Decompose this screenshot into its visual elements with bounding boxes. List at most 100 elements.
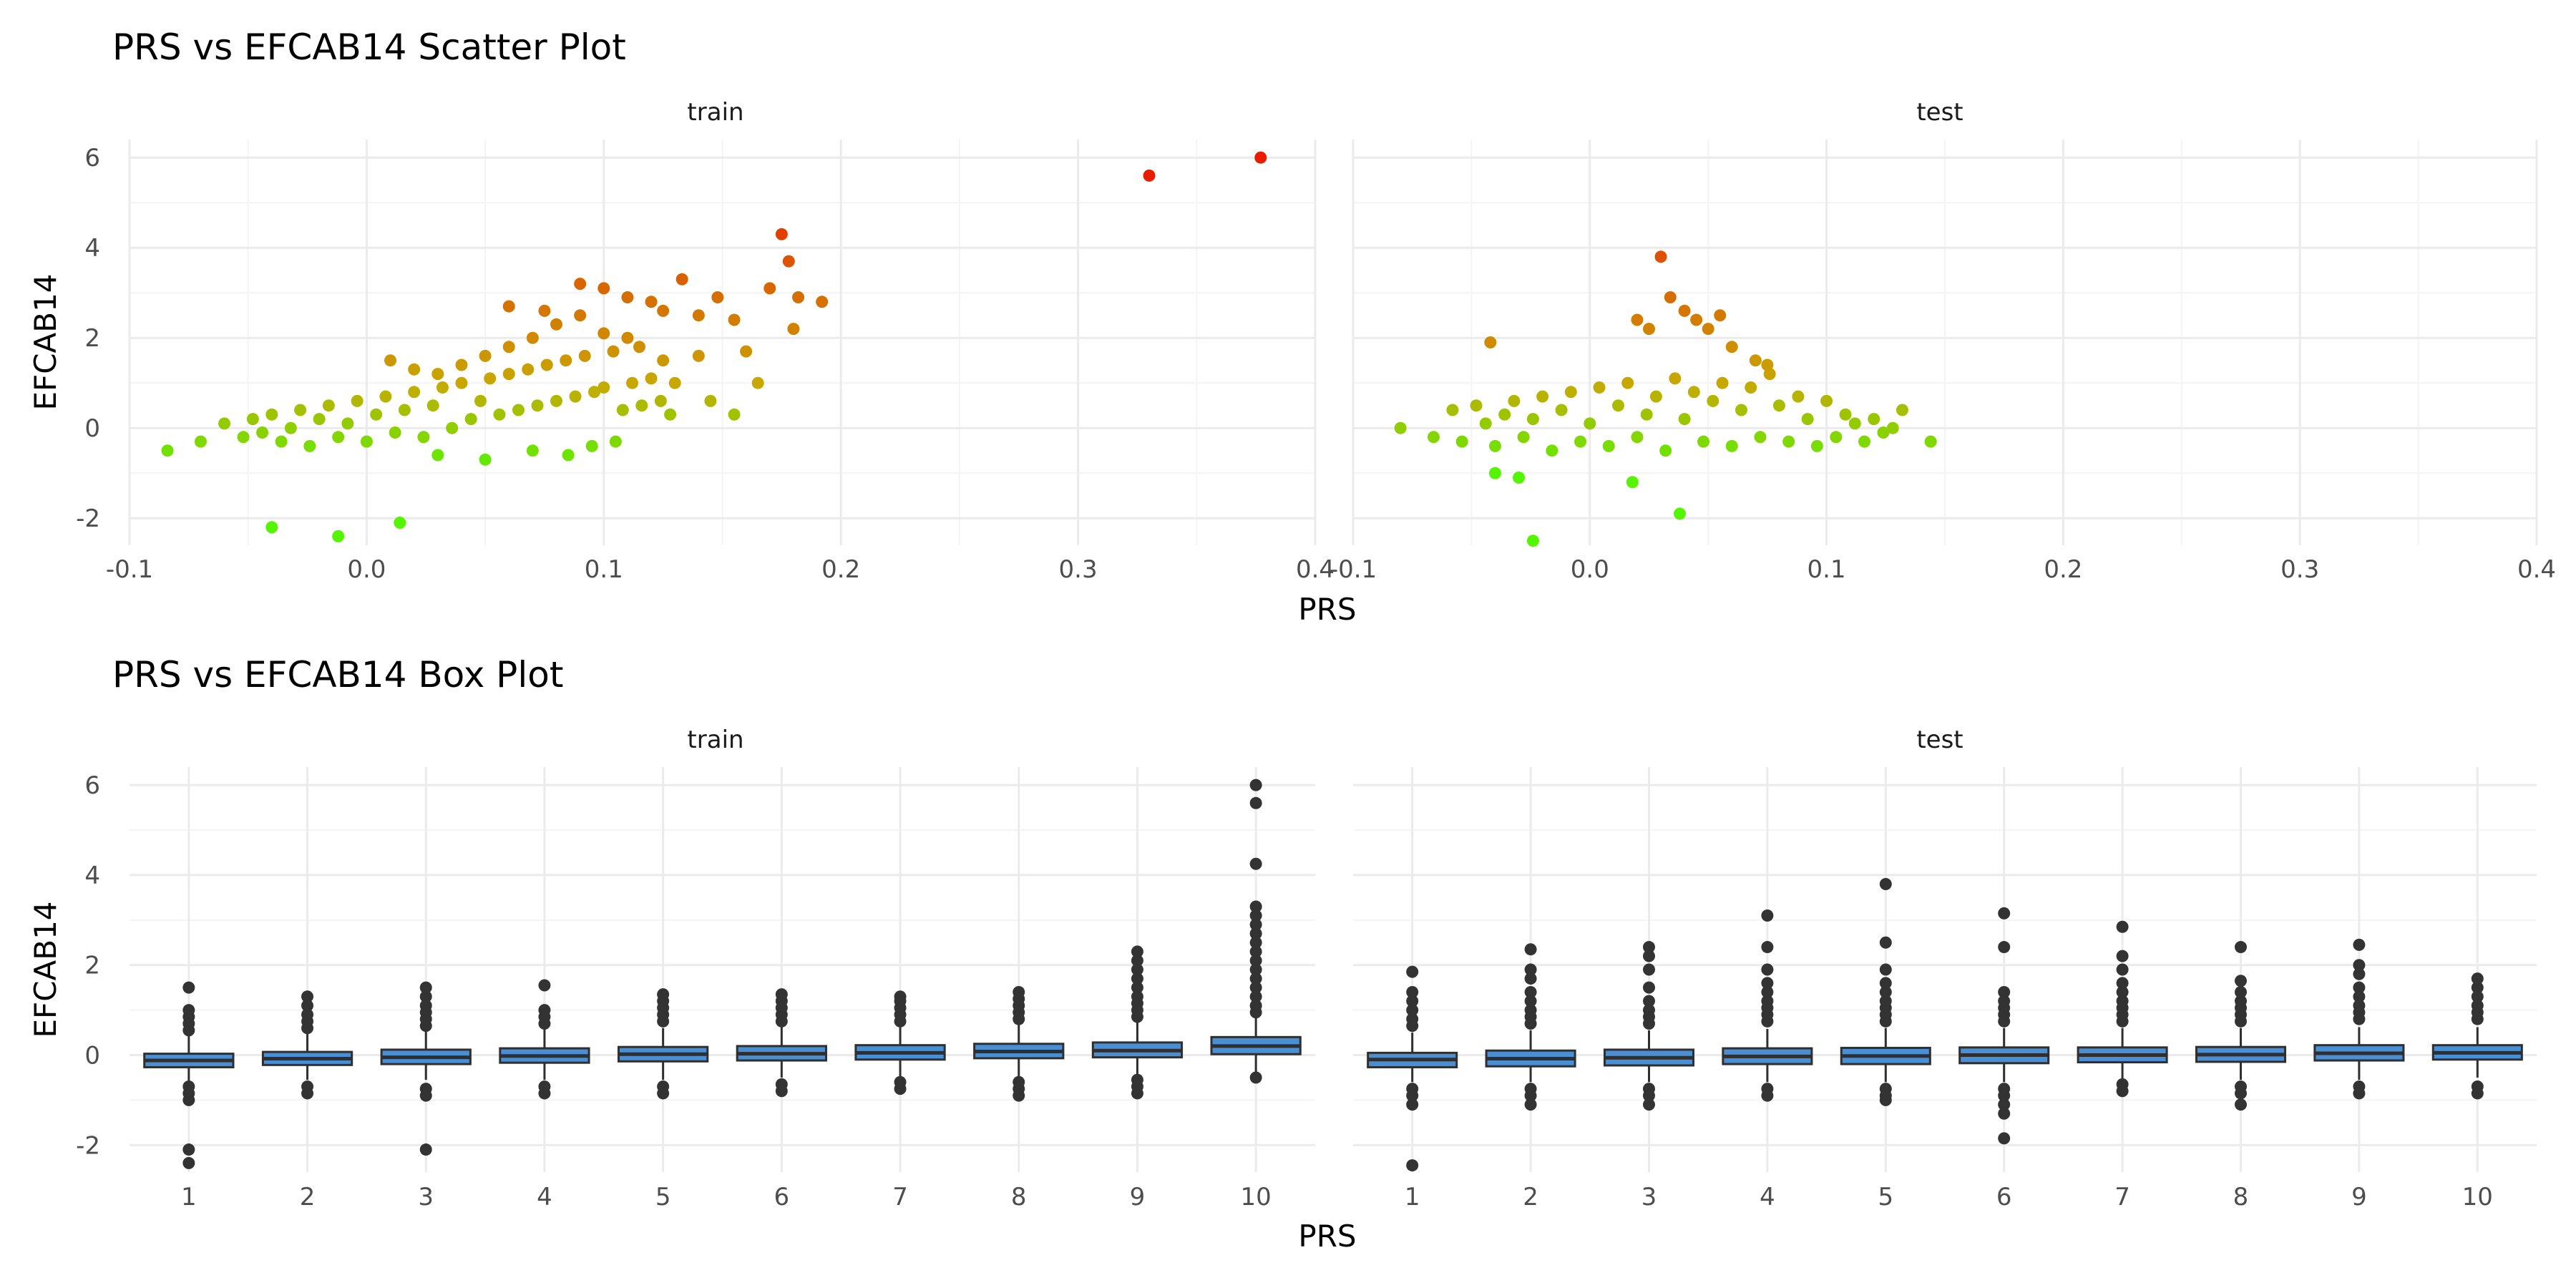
scatter-point — [675, 273, 688, 286]
scatter-point — [1526, 535, 1539, 547]
scatter-point — [502, 300, 515, 313]
scatter-point — [1714, 309, 1727, 322]
scatter-point — [1754, 431, 1767, 444]
scatter-y-tick-label: -2 — [76, 504, 100, 533]
box-outlier — [301, 1087, 314, 1100]
box-outlier — [1013, 985, 1025, 998]
scatter-point — [526, 331, 539, 344]
box-outlier — [1013, 1089, 1025, 1102]
box-outlier — [1406, 1089, 1419, 1102]
box-outlier — [1761, 963, 1774, 976]
scatter-point — [502, 341, 515, 353]
box-outlier — [1761, 985, 1774, 998]
box-outlier — [182, 1093, 195, 1106]
scatter-x-tick-label: 0.0 — [1571, 555, 1609, 584]
scatter-point — [1508, 394, 1521, 407]
scatter-point — [668, 376, 681, 389]
scatter-y-ticks-train: -2 0 2 4 6 — [76, 144, 100, 533]
box-outlier — [182, 1004, 195, 1017]
box-outlier — [182, 1143, 195, 1156]
scatter-point — [265, 408, 278, 421]
box-group-4 — [1722, 909, 1813, 1102]
scatter-point — [1674, 507, 1687, 520]
scatter-point — [531, 399, 544, 412]
scatter-point — [1498, 408, 1511, 421]
box-outlier — [1524, 1098, 1537, 1111]
scatter-point — [526, 444, 539, 457]
box-outlier — [1998, 1089, 2011, 1102]
scatter-point — [609, 435, 622, 448]
box-outlier — [2116, 950, 2129, 962]
scatter-point — [1792, 390, 1805, 403]
scatter-points-train — [161, 151, 1267, 542]
box-outlier — [1131, 1087, 1143, 1100]
scatter-point — [370, 408, 383, 421]
box-outlier — [2353, 967, 2366, 980]
scatter-point — [256, 426, 269, 439]
scatter-point — [417, 431, 430, 444]
scatter-point — [574, 278, 587, 291]
box-group-2 — [261, 990, 353, 1100]
box-outlier — [2353, 938, 2366, 951]
scatter-point — [332, 431, 345, 444]
scatter-x-tick-label: 0.2 — [821, 555, 860, 584]
box-outlier — [538, 1087, 551, 1100]
box-outlier — [1524, 1089, 1537, 1102]
box-outlier — [894, 1083, 907, 1096]
box-outlier — [1249, 972, 1262, 985]
scatter-point — [704, 394, 717, 407]
scatter-point — [1697, 435, 1710, 448]
box-outlier — [1131, 954, 1143, 967]
box-outlier — [1406, 985, 1419, 998]
box-outlier — [1249, 954, 1262, 967]
scatter-point — [1702, 323, 1714, 336]
scatter-point — [313, 413, 326, 426]
box-outlier — [2235, 1098, 2247, 1111]
box-outlier — [2116, 985, 2129, 998]
box-outlier — [538, 979, 551, 992]
scatter-point — [560, 354, 572, 367]
box-x-tick-label: 2 — [300, 1183, 316, 1211]
box-strip-label-train: train — [687, 726, 743, 754]
box-outlier — [1998, 1098, 2011, 1111]
scatter-point — [284, 421, 297, 434]
scatter-grid-test — [1352, 140, 2538, 545]
scatter-point — [303, 439, 316, 452]
box-x-tick-label: 6 — [774, 1183, 790, 1211]
scatter-point — [474, 394, 487, 407]
box-y-axis-title: EFCAB14 — [28, 901, 63, 1038]
scatter-point — [540, 358, 553, 371]
box-plot-title: PRS vs EFCAB14 Box Plot — [112, 654, 563, 696]
box-outlier — [301, 990, 314, 1003]
box-outlier — [1524, 995, 1537, 1008]
scatter-point — [1761, 358, 1774, 371]
box-group-6 — [736, 988, 827, 1098]
scatter-point — [775, 228, 788, 240]
box-outlier — [1249, 900, 1262, 913]
box-outlier — [1249, 981, 1262, 994]
box-group-5 — [1840, 878, 1931, 1106]
box-outlier — [1524, 1004, 1537, 1017]
box-outlier — [1524, 972, 1537, 985]
scatter-point — [1649, 390, 1662, 403]
box-x-tick-label: 4 — [537, 1183, 552, 1211]
box-outlier — [1249, 918, 1262, 931]
box-x-tick-label: 7 — [2114, 1183, 2130, 1211]
scatter-point — [1886, 421, 1899, 434]
box-outlier — [1879, 995, 1892, 1008]
box-outlier — [1643, 1098, 1655, 1111]
box-outlier — [419, 1143, 432, 1156]
box-x-tick-label: 8 — [2233, 1183, 2249, 1211]
scatter-x-tick-label: -0.1 — [1330, 555, 1377, 584]
box-outlier — [1406, 1004, 1419, 1017]
box-outlier — [1406, 965, 1419, 978]
scatter-grid-train — [128, 140, 1317, 545]
scatter-point — [294, 404, 307, 416]
scatter-point — [1896, 404, 1908, 416]
box-x-tick-label: 1 — [181, 1183, 197, 1211]
box-outlier — [2116, 1085, 2129, 1098]
scatter-y-tick-label: 2 — [84, 324, 100, 353]
scatter-point — [426, 399, 439, 412]
scatter-point — [816, 296, 829, 308]
scatter-x-tick-label: 0.2 — [2044, 555, 2082, 584]
